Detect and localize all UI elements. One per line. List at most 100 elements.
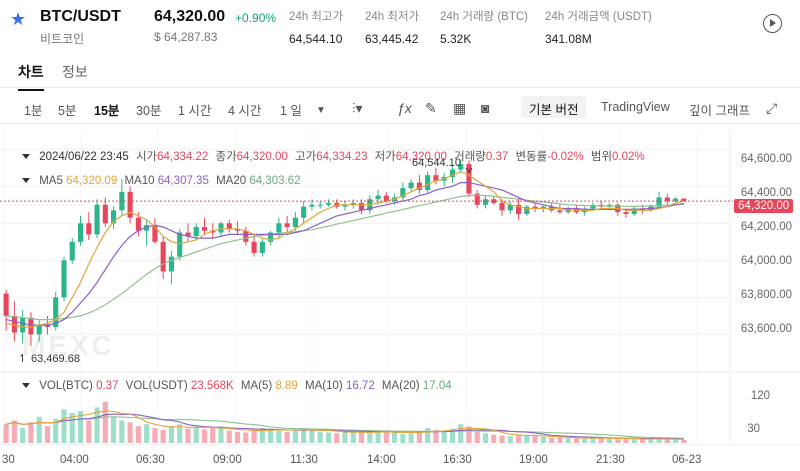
volume-bar xyxy=(185,428,191,443)
timeframe-4h[interactable]: 4 시간 xyxy=(228,104,262,118)
candle-body xyxy=(94,204,100,235)
play-icon[interactable] xyxy=(763,14,782,33)
vol-info: VOL(BTC) 0.37 VOL(USDT) 23.568K MA(5) 8.… xyxy=(22,380,452,392)
volume-bar xyxy=(144,424,150,443)
tradingview-button[interactable]: TradingView xyxy=(601,100,670,114)
volume-bar xyxy=(284,431,290,443)
volume-bar xyxy=(549,437,555,443)
volume-bar xyxy=(482,433,489,443)
time-tick: 06-23 xyxy=(672,454,702,466)
timeframe-1m[interactable]: 1분 xyxy=(24,104,43,118)
volume-bar xyxy=(53,418,59,443)
pair-subtitle: 비트코인 xyxy=(40,32,85,46)
chart-toolbar: 1분 5분 15분 30분 1 시간 4 시간 1 일 ▼ ⫶▾ ƒx ✎ ▦ … xyxy=(0,92,800,124)
candle-body xyxy=(226,223,232,229)
volume-bar xyxy=(606,438,613,443)
draw-pencil-icon[interactable]: ✎ xyxy=(425,100,437,116)
depth-chart-button[interactable]: 깊이 그래프 xyxy=(689,104,750,118)
candle-type-icon[interactable]: ⫶▾ xyxy=(352,100,363,116)
open-value: 64,334.22 xyxy=(157,151,209,163)
basic-version-button[interactable]: 기본 버전 xyxy=(521,96,587,118)
layout-icon[interactable]: ▦ xyxy=(453,100,467,116)
time-tick: 14:00 xyxy=(367,454,396,466)
volume-bar xyxy=(458,424,464,443)
volume-bar xyxy=(243,432,249,443)
vol-ma10-line xyxy=(5,413,684,440)
volume-bar xyxy=(408,433,414,443)
range-label: 범위 xyxy=(590,151,613,163)
candle-body xyxy=(458,164,464,170)
candle-body xyxy=(218,223,224,233)
price-tick: 64,000.00 xyxy=(740,255,792,267)
volume-bar xyxy=(673,439,679,443)
close-value: 64,320.00 xyxy=(236,151,288,163)
timeframe-15m[interactable]: 15분 xyxy=(94,104,120,118)
candle-body xyxy=(309,204,315,207)
time-tick: 16:30 xyxy=(443,454,472,466)
volume-bar xyxy=(664,439,670,443)
timeframe-dropdown-icon[interactable]: ▼ xyxy=(316,105,326,116)
change-value: -0.02% xyxy=(547,151,584,163)
time-tick: 11:30 xyxy=(290,454,318,466)
tab-info[interactable]: 정보 xyxy=(62,64,88,80)
price-tick: 63,600.00 xyxy=(740,323,792,335)
close-label: 종가 xyxy=(215,151,237,163)
volume-bar xyxy=(119,420,125,443)
volume-bar xyxy=(317,431,323,443)
low-value: 64,320.00 xyxy=(395,151,447,163)
ma5-label: MA5 xyxy=(39,175,63,187)
vol-usdt-value: 23.568K xyxy=(190,380,234,392)
volume-bar xyxy=(259,428,265,443)
low-label: 저가 xyxy=(374,151,396,163)
collapse-caret-icon[interactable] xyxy=(22,178,30,184)
high-value: 64,334.23 xyxy=(316,151,368,163)
stat-value: 63,445.42 xyxy=(365,32,419,46)
timeframe-1h[interactable]: 1 시간 xyxy=(178,104,212,118)
stat-value: 341.08M xyxy=(545,32,592,46)
volume-bar xyxy=(292,429,298,443)
stat-24h-turnover: 24h 거래금액 (USDT) 341.08M xyxy=(545,8,652,46)
candle-body xyxy=(623,212,629,215)
collapse-caret-icon[interactable] xyxy=(22,383,30,389)
open-label: 시가 xyxy=(135,151,158,163)
candle-body xyxy=(590,204,596,209)
volume-bar xyxy=(168,426,174,443)
volume-bar xyxy=(383,430,389,443)
vol-ma20-line xyxy=(5,416,684,439)
timeframe-5m[interactable]: 5분 xyxy=(58,104,77,118)
candle-body xyxy=(292,217,298,228)
vol-btc-label: VOL(BTC) xyxy=(39,380,93,392)
time-tick: 04:00 xyxy=(60,454,89,466)
volume-bar xyxy=(160,429,166,443)
fullscreen-icon[interactable]: ⤢ xyxy=(766,100,778,116)
stat-value: 64,544.10 xyxy=(289,32,343,46)
vol-btc-value: 0.37 xyxy=(96,380,119,392)
volume-bar xyxy=(28,422,34,443)
indicator-icon[interactable]: ƒx xyxy=(397,100,412,116)
camera-icon[interactable]: ◙ xyxy=(481,100,490,116)
timeframe-30m[interactable]: 30분 xyxy=(136,104,162,118)
pair-name[interactable]: BTC/USDT xyxy=(40,8,121,25)
volume-bar xyxy=(375,431,381,443)
tab-chart[interactable]: 차트 xyxy=(18,64,44,91)
volume-tick: 30 xyxy=(747,423,760,435)
volume-bar xyxy=(3,424,9,443)
low-marker: 63,469.68 xyxy=(31,353,80,365)
star-icon[interactable]: ★ xyxy=(10,9,27,29)
volume-bar xyxy=(251,429,257,443)
volume-bar xyxy=(582,438,588,443)
volume-bar xyxy=(334,433,340,443)
stat-label: 24h 거래량 (BTC) xyxy=(440,11,528,23)
ma20-label: MA20 xyxy=(216,175,247,187)
candle-body xyxy=(524,206,530,215)
candle-body xyxy=(201,227,208,231)
timeframe-1d[interactable]: 1 일 xyxy=(280,104,302,118)
volume-bar xyxy=(474,431,480,443)
candle-body xyxy=(284,223,290,228)
collapse-caret-icon[interactable] xyxy=(22,154,30,160)
price-tick: 63,800.00 xyxy=(740,289,792,301)
volume-bar xyxy=(590,437,596,443)
change-label: 변동률 xyxy=(515,151,548,163)
volume-bar xyxy=(193,427,199,443)
